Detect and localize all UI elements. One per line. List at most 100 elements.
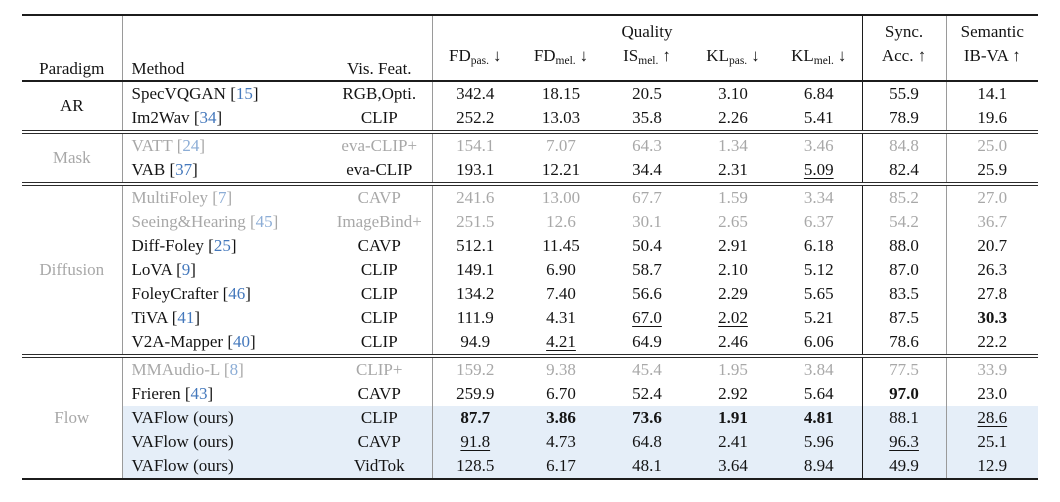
metric-value: 96.3 xyxy=(862,430,947,454)
method-cell: VAFlow (ours) xyxy=(122,454,327,479)
metric-value: 159.2 xyxy=(432,354,518,382)
method-name: V2A-Mapper xyxy=(131,332,224,351)
table-row: VAFlow (ours) CAVP 91.8 4.73 64.8 2.41 5.96 96.… xyxy=(22,430,1039,454)
table-row: Mask VATT [24] eva-CLIP+ 154.1 7.07 64.3 1.34 3… xyxy=(22,130,1039,184)
header-metric-is-mel: ISmel. ↑ xyxy=(604,43,690,81)
method-cell: Frieren [43] xyxy=(131,384,214,403)
metric-value: 2.41 xyxy=(690,430,776,454)
metric-value: 35.8 xyxy=(632,108,662,127)
metric-value: 67.0 xyxy=(632,308,662,327)
metric-value: 1.95 xyxy=(690,354,776,382)
header-metric-kl-pas: KLpas. ↓ xyxy=(690,43,776,81)
metric-value: 49.9 xyxy=(862,454,947,479)
metric-value: 5.09 xyxy=(776,158,863,184)
citation-link[interactable]: 15 xyxy=(235,84,253,103)
citation-link[interactable]: 37 xyxy=(175,160,193,179)
metric-value: 8.94 xyxy=(776,454,863,479)
metric-name: FD xyxy=(449,46,471,65)
metric-value: 88.1 xyxy=(862,406,947,430)
method-cell: SpecVQGAN [15] xyxy=(131,84,259,103)
citation-link[interactable]: 41 xyxy=(177,308,195,327)
metric-value: 20.5 xyxy=(632,84,662,103)
citation-link[interactable]: 46 xyxy=(228,284,246,303)
citation-link[interactable]: 40 xyxy=(233,332,251,351)
metric-value: 64.3 xyxy=(604,130,690,158)
method-cell: VATT [24] xyxy=(122,130,327,158)
vis-feat-cell: eva-CLIP+ xyxy=(327,130,433,158)
method-name: VAB xyxy=(131,160,166,179)
metric-name: KL xyxy=(706,46,729,65)
metric-value: 97.0 xyxy=(862,382,947,406)
metric-value: 1.34 xyxy=(690,130,776,158)
header-vis-feat: Vis. Feat. xyxy=(327,15,433,81)
citation-link[interactable]: 43 xyxy=(190,384,208,403)
header-metric-fd-pas: FDpas. ↓ xyxy=(432,43,518,81)
metric-value: 88.0 xyxy=(862,234,947,258)
citation-link[interactable]: 8 xyxy=(229,360,239,379)
header-semantic-top: Semantic xyxy=(960,22,1024,41)
metric-value: 342.4 xyxy=(456,84,495,103)
citation-link[interactable]: 45 xyxy=(255,212,273,231)
paradigm-cell: AR xyxy=(22,81,123,132)
citation-link[interactable]: 7 xyxy=(217,188,227,207)
metric-value: 55.9 xyxy=(862,81,947,106)
metric-value: 23.0 xyxy=(977,384,1008,403)
metric-value: 87.5 xyxy=(862,306,947,330)
method-cell: V2A-Mapper [40] xyxy=(131,332,256,351)
metric-value: 64.8 xyxy=(604,430,690,454)
down-arrow-icon: ↓ xyxy=(579,46,589,65)
down-arrow-icon: ↓ xyxy=(492,46,502,65)
metric-value: 6.17 xyxy=(518,454,604,479)
metric-value: 54.2 xyxy=(862,210,947,234)
metric-value: 6.84 xyxy=(776,81,863,106)
metric-value: 7.07 xyxy=(518,130,604,158)
metric-value: 5.12 xyxy=(776,258,863,282)
metric-value: 2.26 xyxy=(718,108,748,127)
metric-value: 52.4 xyxy=(632,384,662,403)
metric-value: 3.34 xyxy=(776,182,863,210)
metric-value: 87.0 xyxy=(862,258,947,282)
paradigm-cell: Diffusion xyxy=(22,182,123,356)
vis-feat-cell: CLIP xyxy=(327,406,433,430)
table-row: Diffusion MultiFoley [7] CAVP 241.6 13.00 67.… xyxy=(22,182,1039,356)
header-sync-bottom: Acc. ↑ xyxy=(862,43,947,81)
metric-value: 5.41 xyxy=(776,106,863,132)
table-row: Flow MMAudio-L [8] CLIP+ 159.2 9.38 45.4 1.95 3… xyxy=(22,354,1039,479)
method-name: VATT xyxy=(131,136,173,155)
table-row: Seeing&Hearing [45] ImageBind+ 251.5 12.6 30… xyxy=(22,210,1038,234)
metric-value: 154.1 xyxy=(432,130,518,158)
method-cell: VAFlow (ours) xyxy=(122,430,327,454)
citation-link[interactable]: 25 xyxy=(213,236,231,255)
metric-value: 3.10 xyxy=(718,84,748,103)
metric-value: 19.6 xyxy=(977,108,1008,127)
paradigm-cell: Flow xyxy=(22,354,123,479)
metric-value: 85.2 xyxy=(862,182,947,210)
metric-value: 33.9 xyxy=(946,354,1039,382)
metric-value: 2.92 xyxy=(718,384,748,403)
metric-value: 56.6 xyxy=(632,284,662,303)
method-name: VAFlow (ours) xyxy=(131,456,234,475)
metric-value: 18.15 xyxy=(541,84,581,103)
metric-value: 45.4 xyxy=(604,354,690,382)
metric-value: 6.18 xyxy=(776,234,863,258)
citation-link[interactable]: 34 xyxy=(199,108,217,127)
metric-value: 7.40 xyxy=(546,284,576,303)
vis-feat-cell: CAVP xyxy=(327,430,433,454)
metric-value: 6.06 xyxy=(776,330,863,356)
metric-value: 9.38 xyxy=(518,354,604,382)
method-cell: Seeing&Hearing [45] xyxy=(131,212,279,231)
metric-value: 252.2 xyxy=(456,108,495,127)
vis-feat-cell: CLIP xyxy=(327,282,433,306)
metric-sub: mel. xyxy=(813,55,834,67)
citation-link[interactable]: 9 xyxy=(181,260,191,279)
header-method: Method xyxy=(131,59,185,78)
method-cell: FoleyCrafter [46] xyxy=(131,284,251,303)
table-body: AR SpecVQGAN [15] RGB,Opti. 342.4 18.15 20.5 3… xyxy=(22,81,1039,479)
metric-value: 73.6 xyxy=(604,406,690,430)
method-name: LoVA xyxy=(131,260,172,279)
header-paradigm: Paradigm xyxy=(22,15,123,81)
metric-value: 67.7 xyxy=(604,182,690,210)
citation-link[interactable]: 24 xyxy=(182,136,200,155)
metric-value: 5.21 xyxy=(776,306,863,330)
